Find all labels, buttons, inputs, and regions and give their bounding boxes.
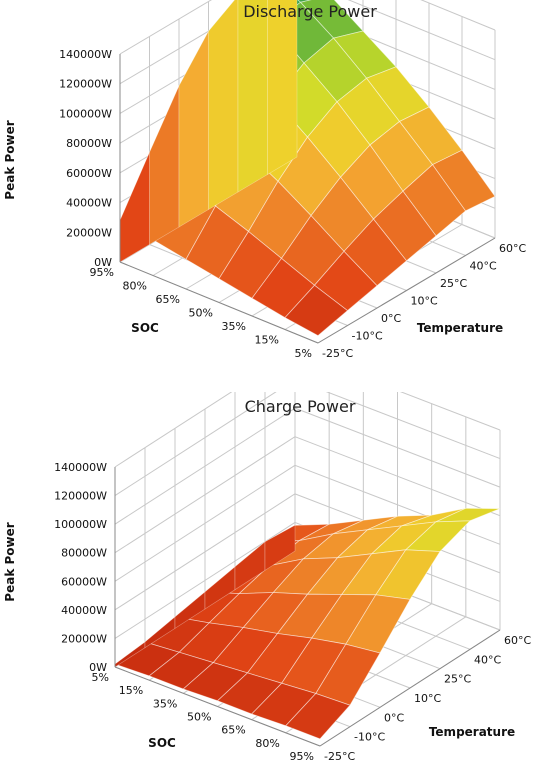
temperature-tick-label: 40°C bbox=[474, 653, 501, 666]
z-tick-label: 100000W bbox=[59, 107, 112, 120]
chart-svg: Discharge Power 0W 20000W 40000W 60000W 80000… bbox=[3, 0, 526, 360]
temperature-tick-label: 10°C bbox=[414, 692, 441, 705]
discharge-power-chart: Discharge Power 0W 20000W 40000W 60000W 80000… bbox=[3, 0, 526, 360]
charge-power-chart: Charge Power 0W 20000W 40000W 60000W 80000W 10… bbox=[0, 392, 537, 779]
temperature-tick-label: 25°C bbox=[440, 277, 467, 290]
temperature-tick-label: 0°C bbox=[384, 711, 404, 724]
z-tick-label: 20000W bbox=[61, 632, 107, 645]
z-axis-label: Peak Power bbox=[3, 522, 17, 601]
z-tick-label: 140000W bbox=[54, 461, 107, 474]
surface-side bbox=[178, 31, 209, 228]
z-tick-label: 60000W bbox=[61, 575, 107, 588]
surface-cell bbox=[284, 284, 349, 337]
z-tick-label: 40000W bbox=[66, 197, 112, 210]
z-tick-label: 60000W bbox=[66, 167, 112, 180]
temperature-tick-label: -10°C bbox=[354, 731, 385, 744]
temperature-tick-label: -25°C bbox=[322, 347, 353, 360]
chart-title: Discharge Power bbox=[243, 2, 377, 21]
temperature-axis-label: Temperature bbox=[417, 321, 503, 335]
surface bbox=[114, 507, 501, 740]
soc-tick-label: 95% bbox=[290, 750, 314, 763]
surface-cell bbox=[285, 693, 351, 740]
temperature-axis-label: Temperature bbox=[429, 725, 515, 739]
surface bbox=[119, 0, 496, 337]
z-tick-label: 80000W bbox=[61, 547, 107, 560]
z-tick-label: 140000W bbox=[59, 48, 112, 61]
soc-tick-label: 15% bbox=[255, 334, 279, 347]
surface-skirt bbox=[119, 0, 298, 263]
surface-side bbox=[208, 0, 239, 211]
chart-svg: Charge Power 0W 20000W 40000W 60000W 80000W 10… bbox=[3, 392, 531, 763]
chart-title: Charge Power bbox=[245, 397, 356, 416]
z-tick-label: 0W bbox=[94, 256, 112, 269]
z-tick-label: 20000W bbox=[66, 226, 112, 239]
soc-axis-label: SOC bbox=[131, 321, 159, 335]
soc-tick-label: 5% bbox=[92, 671, 109, 684]
temperature-tick-label: -25°C bbox=[324, 750, 355, 763]
soc-tick-label: 5% bbox=[295, 347, 312, 360]
soc-tick-label: 80% bbox=[255, 737, 279, 750]
temperature-tick-label: 60°C bbox=[504, 634, 531, 647]
z-tick-label: 80000W bbox=[66, 137, 112, 150]
temperature-tick-label: 25°C bbox=[444, 673, 471, 686]
soc-tick-label: 35% bbox=[222, 320, 246, 333]
soc-tick-label: 50% bbox=[187, 711, 211, 724]
axes bbox=[119, 54, 496, 344]
temperature-tick-label: 0°C bbox=[381, 312, 401, 325]
z-tick-label: 0W bbox=[89, 661, 107, 674]
surface-side bbox=[267, 0, 298, 176]
soc-tick-label: 65% bbox=[156, 293, 180, 306]
surface-side bbox=[149, 85, 180, 246]
soc-tick-label: 80% bbox=[123, 280, 147, 293]
z-tick-label: 120000W bbox=[59, 78, 112, 91]
z-axis-label: Peak Power bbox=[3, 120, 17, 199]
temperature-tick-label: 10°C bbox=[411, 295, 438, 308]
z-tick-label: 40000W bbox=[61, 604, 107, 617]
soc-tick-label: 95% bbox=[90, 266, 114, 279]
soc-tick-label: 35% bbox=[153, 697, 177, 710]
axes bbox=[114, 467, 501, 747]
surface-side bbox=[119, 152, 150, 263]
temperature-tick-label: 40°C bbox=[470, 260, 497, 273]
temperature-tick-label: 60°C bbox=[499, 242, 526, 255]
z-tick-label: 100000W bbox=[54, 518, 107, 531]
z-tick-label: 120000W bbox=[54, 490, 107, 503]
soc-tick-label: 15% bbox=[119, 684, 143, 697]
temperature-tick-label: -10°C bbox=[352, 330, 383, 343]
soc-axis-label: SOC bbox=[148, 736, 176, 750]
soc-tick-label: 50% bbox=[189, 307, 213, 320]
surface-side bbox=[237, 0, 268, 193]
surface-skirt bbox=[114, 524, 296, 668]
soc-tick-label: 65% bbox=[221, 724, 245, 737]
surface-side bbox=[264, 524, 296, 571]
